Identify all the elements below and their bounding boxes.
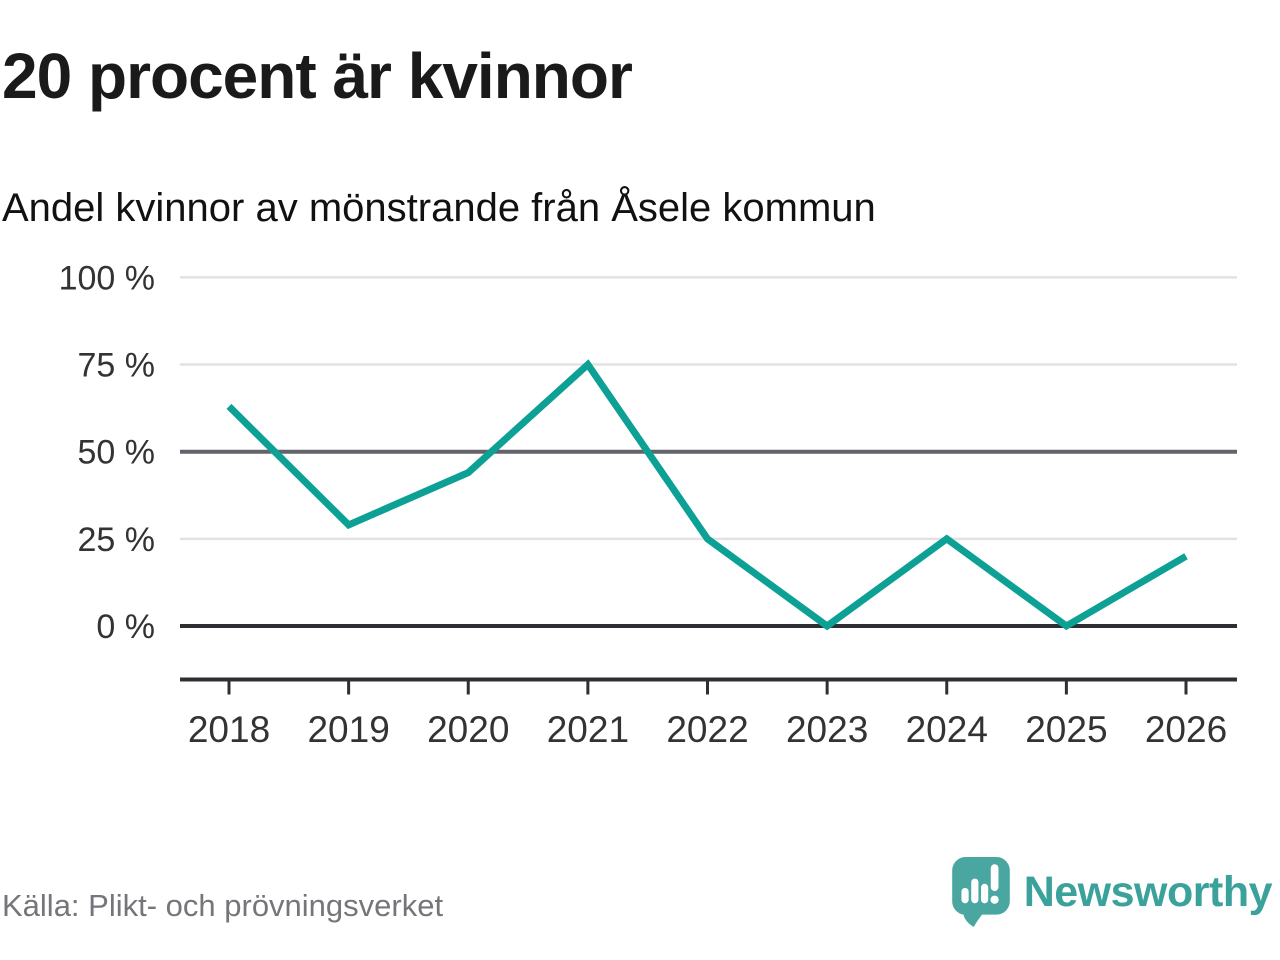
y-axis-label: 25 %	[78, 521, 156, 559]
logo-exclamation-bar	[990, 864, 999, 891]
x-axis-label: 2018	[188, 709, 270, 750]
y-axis-label: 0 %	[96, 608, 155, 646]
newsworthy-logo-icon	[951, 857, 1010, 927]
line-chart: 0 % 25 % 50 % 75 % 100 % 2018 2019 2020 2021 2022…	[59, 259, 1237, 750]
chart-subtitle: Andel kvinnor av mönstrande från Åsele k…	[2, 186, 876, 230]
x-axis-label: 2021	[547, 709, 629, 750]
logo-bubble-shape	[951, 857, 1010, 927]
x-axis-label: 2026	[1145, 709, 1227, 750]
y-axis-label: 75 %	[78, 347, 156, 385]
x-axis-label: 2019	[307, 709, 389, 750]
source-caption: Källa: Plikt- och prövningsverket	[2, 888, 444, 923]
x-axis-label: 2025	[1025, 709, 1107, 750]
x-axis-label: 2022	[666, 709, 748, 750]
logo-exclamation-dot	[990, 895, 999, 904]
data-line-series	[226, 359, 1188, 631]
x-axis-label: 2020	[427, 709, 509, 750]
logo-bar-2	[970, 878, 979, 904]
logo-bar-1	[961, 887, 969, 904]
x-axis-label: 2023	[786, 709, 868, 750]
chart-title: 20 procent är kvinnor	[2, 40, 633, 112]
y-axis-label: 50 %	[78, 434, 156, 472]
x-axis-label: 2024	[906, 709, 988, 750]
newsworthy-logo: Newsworthy	[950, 856, 1273, 928]
y-axis-label: 100 %	[59, 259, 155, 297]
newsworthy-wordmark: Newsworthy	[1023, 867, 1273, 916]
logo-bar-3	[980, 883, 988, 904]
